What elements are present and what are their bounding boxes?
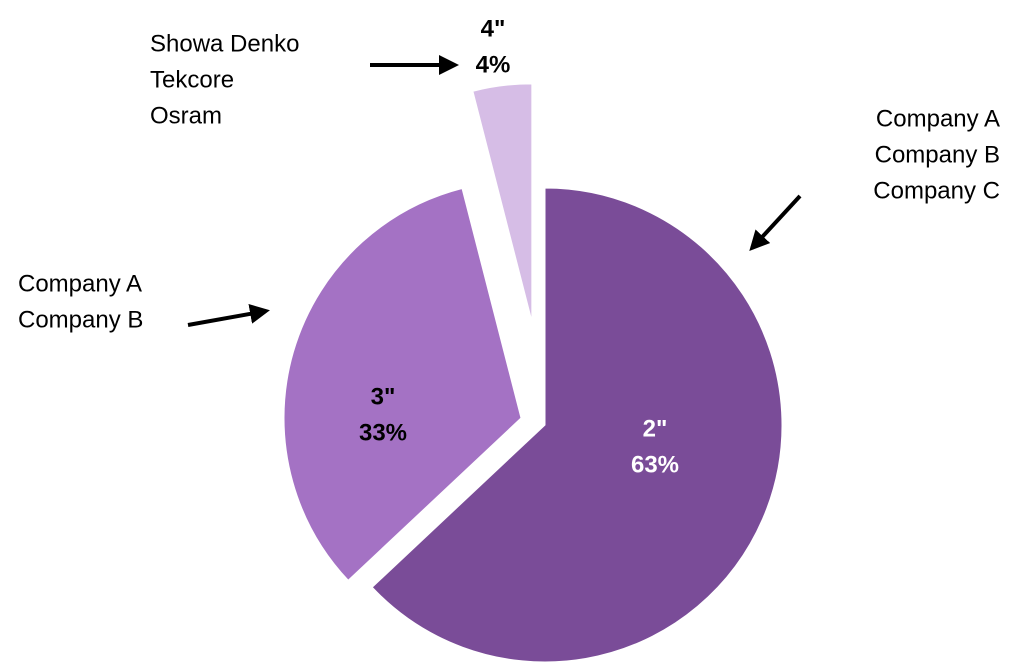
annotation: Tekcore [150, 66, 234, 93]
annotation: Company B [875, 141, 1000, 168]
slice-value-label: 4% [476, 51, 511, 78]
slice-category: 4" [481, 15, 506, 42]
annotation: Showa Denko [150, 30, 299, 57]
pie-slice [472, 83, 533, 321]
annotation: Company A [876, 105, 1000, 132]
annotation: Osram [150, 102, 222, 129]
slice-value-label: 33% [359, 419, 407, 446]
arrow [187, 303, 270, 327]
pie-slice [371, 187, 783, 663]
slice-category: 3" [371, 383, 396, 410]
slice-category: 2" [643, 415, 668, 442]
annotation: Company B [18, 306, 143, 333]
annotation: Company A [18, 270, 142, 297]
pie-slice [283, 187, 522, 581]
annotation: Company C [873, 177, 1000, 204]
arrow [749, 194, 802, 251]
slice-value-label: 63% [631, 451, 679, 478]
